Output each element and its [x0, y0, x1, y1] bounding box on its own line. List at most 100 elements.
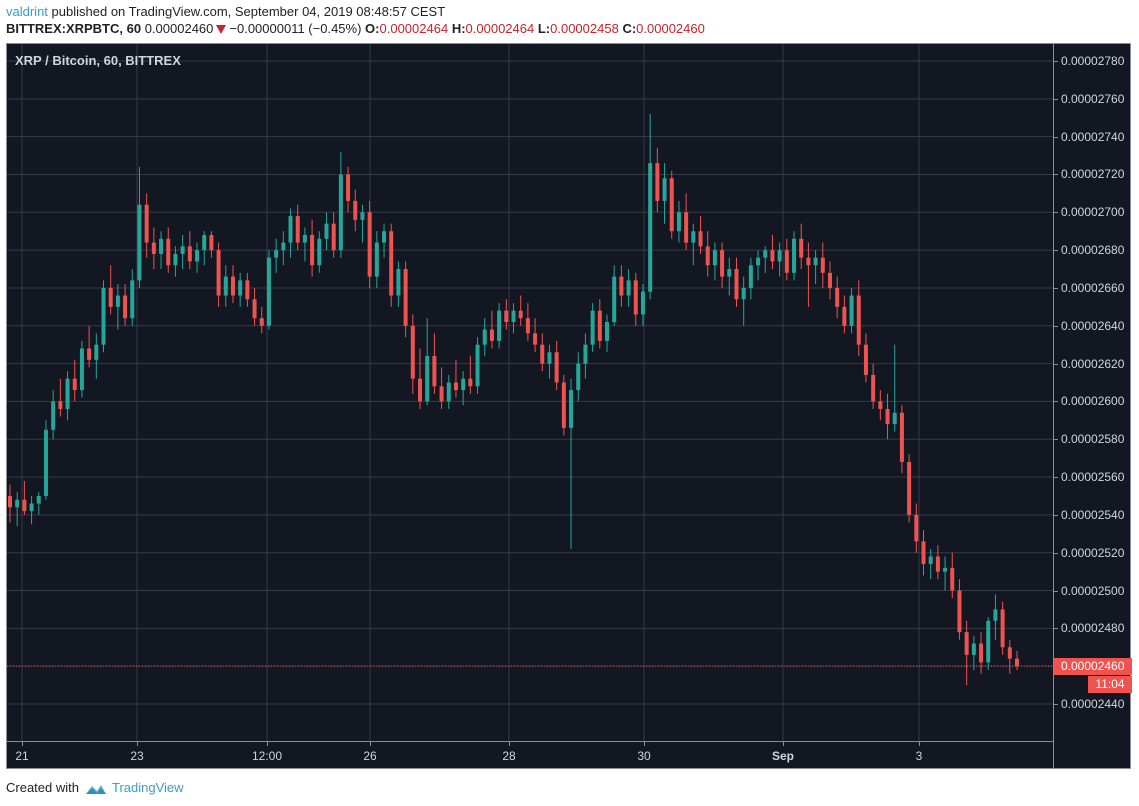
candle — [51, 390, 56, 440]
time-tick-label: 23 — [130, 749, 144, 763]
candle — [489, 310, 494, 349]
price-tick-mark — [1054, 590, 1058, 592]
candle — [195, 242, 200, 273]
candle — [871, 363, 876, 409]
candle — [964, 620, 969, 686]
candle — [986, 617, 991, 670]
price-tick-label: 0.00002760 — [1061, 91, 1125, 106]
candle — [892, 344, 897, 432]
candle — [202, 231, 207, 266]
time-tick-label: 21 — [15, 749, 29, 763]
candle — [756, 250, 761, 281]
candle — [29, 495, 34, 525]
low-value: 0.00002458 — [550, 21, 619, 36]
price-tick-label: 0.00002660 — [1061, 280, 1125, 295]
candle — [878, 390, 883, 421]
open-label: O: — [365, 21, 380, 36]
time-tick-mark — [644, 742, 645, 746]
candle — [382, 223, 387, 258]
candle — [856, 280, 861, 357]
candle — [1007, 639, 1012, 674]
high-value: 0.00002464 — [465, 21, 535, 36]
candle — [569, 378, 574, 549]
candle — [935, 545, 940, 580]
time-tick-mark — [919, 742, 920, 746]
last-price-label: 0.00002460 — [1054, 658, 1132, 676]
candle — [15, 492, 20, 527]
candle — [346, 166, 351, 213]
candle — [763, 246, 768, 273]
candle — [223, 265, 228, 307]
candle — [317, 231, 322, 273]
price-axis[interactable]: 0.00002460 11:04 0.00002780 0.00002760 0.0… — [1053, 44, 1132, 768]
candle — [777, 242, 782, 277]
chart-legend: XRP / Bitcoin, 60, BITTREX — [15, 53, 181, 68]
candle — [115, 284, 120, 330]
candle — [252, 287, 257, 326]
time-tick-mark — [137, 742, 138, 746]
price-tick-label: 0.00002580 — [1061, 432, 1125, 447]
candle — [799, 223, 804, 270]
plot-area[interactable]: XRP / Bitcoin, 60, BITTREX — [7, 44, 1053, 741]
candle — [669, 170, 674, 239]
candle — [230, 265, 235, 304]
candle — [187, 231, 192, 270]
price-tick-label: 0.00002500 — [1061, 583, 1125, 598]
candle — [216, 242, 221, 307]
candle — [971, 635, 976, 670]
candle — [504, 299, 509, 330]
price-tick-mark — [1054, 325, 1058, 327]
candle — [497, 303, 502, 349]
price-tick-label: 0.00002640 — [1061, 318, 1125, 333]
candle — [720, 242, 725, 288]
publisher-link[interactable]: valdrint — [6, 4, 48, 19]
candle — [540, 333, 545, 372]
symbol-info-line: BITTREX:XRPBTC, 60 0.00002460 −0.00000011… — [6, 21, 705, 36]
candle — [238, 272, 243, 307]
symbol-label: BITTREX:XRPBTC, 60 — [6, 21, 142, 36]
candle — [209, 231, 214, 258]
bar-countdown: 11:04 — [1088, 676, 1132, 694]
candle — [662, 163, 667, 224]
price-tick-mark — [1054, 363, 1058, 365]
candle — [108, 265, 113, 315]
candle — [907, 454, 912, 523]
tradingview-link[interactable]: TradingView — [112, 780, 184, 795]
price-tick-mark — [1054, 552, 1058, 554]
price-tick-mark — [1054, 439, 1058, 441]
candle — [547, 344, 552, 379]
time-tick-label: 26 — [363, 749, 377, 763]
candle — [482, 318, 487, 357]
candle — [360, 204, 365, 243]
candle — [619, 265, 624, 307]
candle — [87, 325, 92, 368]
time-tick-label: 30 — [637, 749, 651, 763]
candle — [461, 371, 466, 406]
candle — [943, 556, 948, 591]
candle — [518, 295, 523, 326]
price-tick-mark — [1054, 514, 1058, 516]
candle — [151, 227, 156, 270]
candle — [94, 333, 99, 379]
candle — [576, 352, 581, 402]
candle — [899, 405, 904, 474]
candle — [65, 371, 70, 421]
candle — [1015, 651, 1019, 670]
candle — [446, 374, 451, 409]
time-axis[interactable]: 21 23 12:00 26 28 30 Sep 3 — [7, 741, 1053, 769]
candle — [353, 189, 358, 232]
candle — [123, 284, 128, 326]
price-tick-label: 0.00002560 — [1061, 470, 1125, 485]
low-label: L: — [537, 21, 551, 36]
candle — [792, 231, 797, 281]
candle — [928, 548, 933, 580]
price-tick-label: 0.00002680 — [1061, 243, 1125, 258]
price-tick-mark — [1054, 628, 1058, 630]
candle — [590, 303, 595, 353]
candle — [310, 219, 315, 277]
price-tick-label: 0.00002740 — [1061, 129, 1125, 144]
time-tick-mark — [22, 742, 23, 746]
candle — [173, 246, 178, 277]
candle — [784, 238, 789, 281]
candle — [288, 208, 293, 258]
